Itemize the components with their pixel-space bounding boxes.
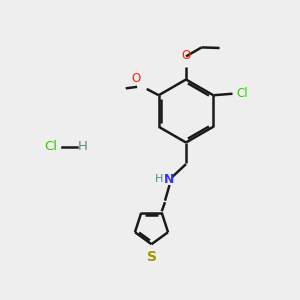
Text: H: H xyxy=(154,173,163,184)
Text: S: S xyxy=(146,250,157,264)
Text: O: O xyxy=(182,49,190,62)
Text: Cl: Cl xyxy=(44,140,58,154)
Text: Cl: Cl xyxy=(236,87,248,100)
Text: N: N xyxy=(164,173,175,186)
Text: H: H xyxy=(78,140,87,154)
Text: O: O xyxy=(131,72,141,85)
